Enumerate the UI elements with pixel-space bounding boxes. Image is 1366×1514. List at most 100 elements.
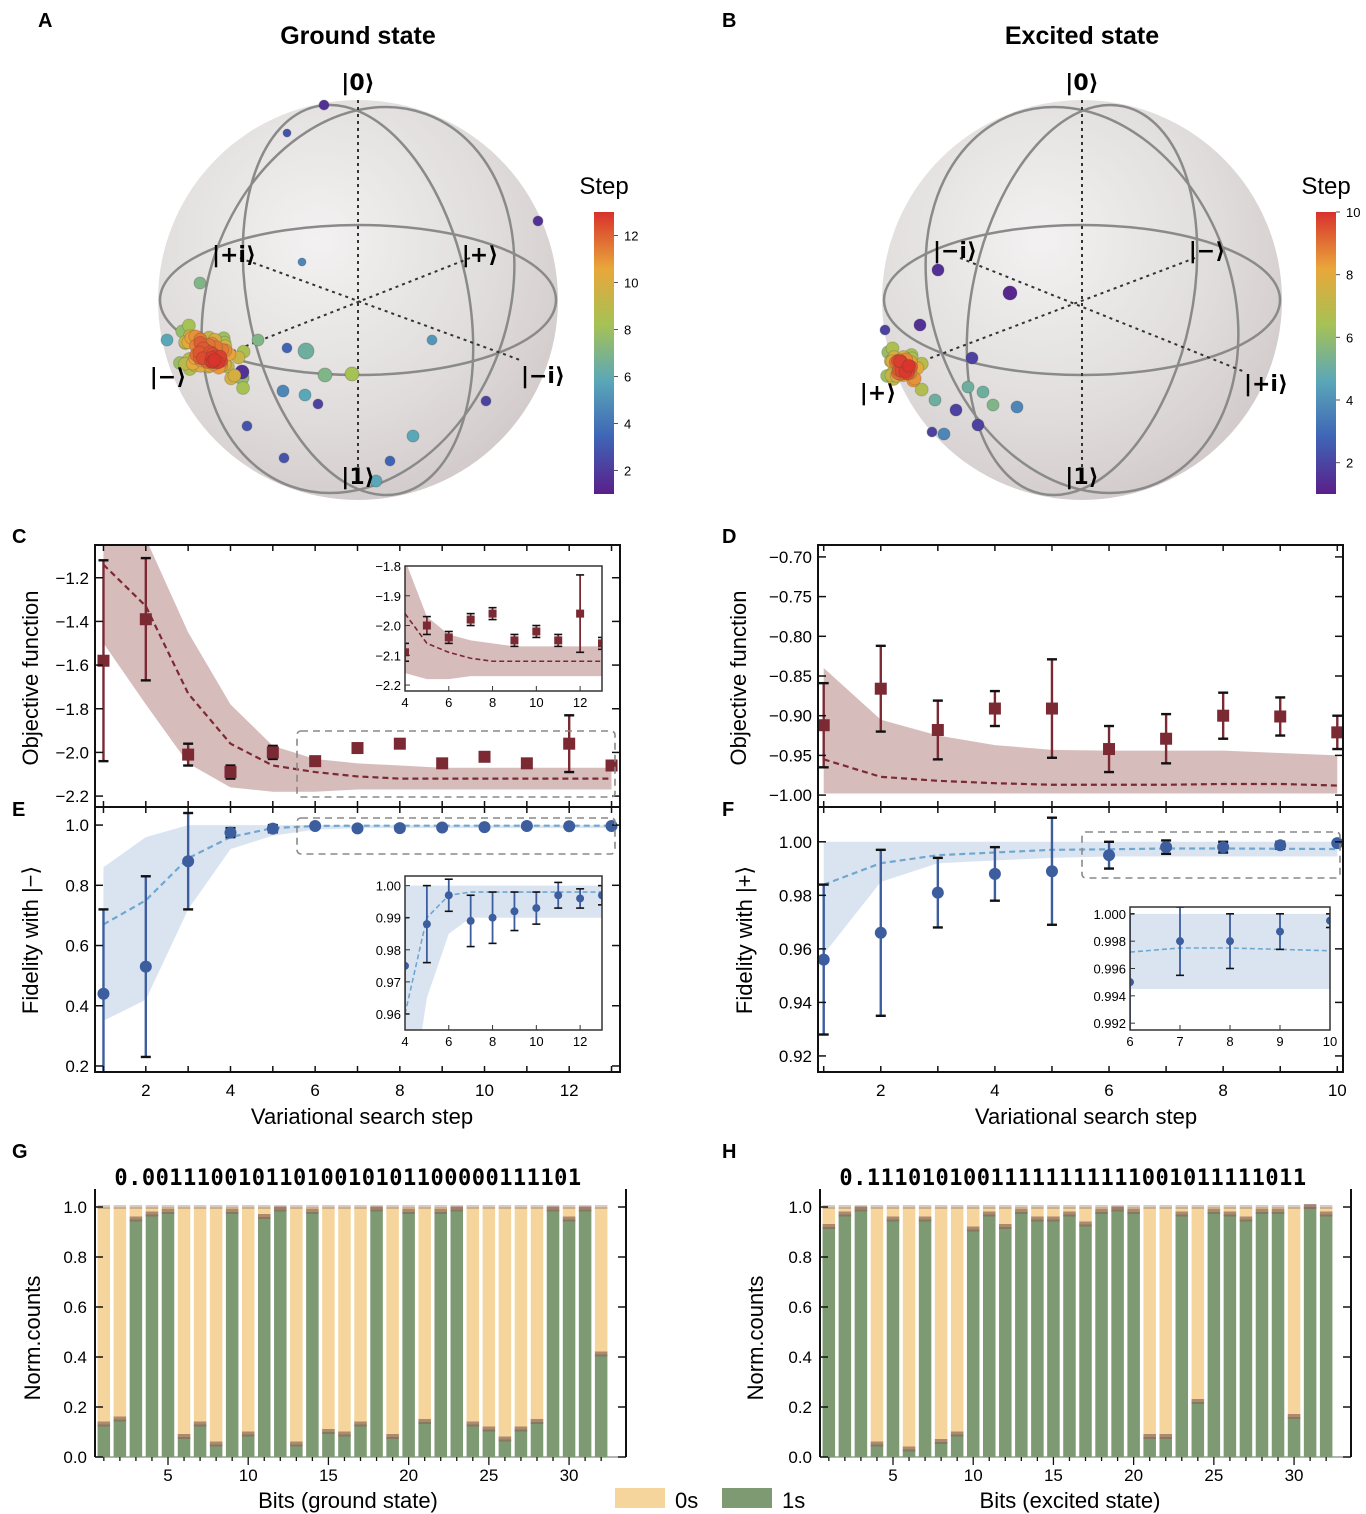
x-tick-label: 25 — [1204, 1466, 1223, 1485]
bar-top-band — [838, 1205, 852, 1209]
bar-ones — [482, 1429, 496, 1457]
trajectory-point — [1010, 400, 1024, 414]
bar-error-band — [370, 1206, 383, 1212]
bar-zeros — [999, 1207, 1012, 1227]
bar-error-band — [306, 1209, 319, 1214]
bar-zeros — [129, 1207, 143, 1220]
inset-point — [1130, 978, 1134, 987]
bar-ones — [322, 1432, 335, 1457]
bar-error-band — [1175, 1211, 1189, 1217]
data-point — [1160, 732, 1173, 745]
bar-ones — [145, 1214, 159, 1457]
bar-top-band — [934, 1205, 948, 1209]
bar-zeros — [209, 1207, 223, 1445]
bar-top-band — [1127, 1205, 1140, 1209]
inset-point — [510, 907, 519, 916]
bar-top-band — [1047, 1205, 1060, 1209]
inset-point — [576, 609, 585, 618]
trajectory-point — [282, 128, 292, 138]
bar-zeros — [1191, 1207, 1205, 1402]
bar-ones — [886, 1219, 900, 1457]
trajectory-point — [532, 215, 544, 227]
inset-x-tick-label: 6 — [445, 1034, 452, 1049]
bar-ones — [902, 1449, 916, 1457]
bar-error-band — [514, 1426, 528, 1432]
y-tick-label: 0.4 — [788, 1348, 812, 1367]
bar-ones — [418, 1422, 431, 1457]
bar-top-band — [145, 1205, 159, 1209]
bar-error-band — [546, 1206, 560, 1212]
panel-label-g: G — [12, 1141, 28, 1163]
colorbar-tick-label: 12 — [624, 229, 638, 244]
ket-b-minus-i: |−i⟩ — [933, 239, 977, 264]
trajectory-point — [193, 276, 207, 290]
bar-error-band — [1127, 1209, 1140, 1214]
trajectory-point — [369, 474, 383, 488]
bar-top-band — [177, 1205, 191, 1209]
bar-top-band — [97, 1205, 111, 1209]
bar-error-band — [578, 1206, 592, 1212]
data-point — [139, 960, 152, 973]
ket-b-minus: |−⟩ — [1189, 239, 1226, 264]
x-tick-label: 5 — [888, 1466, 897, 1485]
inset-y-tick-label: 0.994 — [1093, 989, 1126, 1004]
inset-point — [532, 904, 541, 913]
trajectory-point — [937, 427, 951, 441]
bar-error-band — [290, 1441, 303, 1447]
bar-zeros — [386, 1207, 399, 1437]
colorbar-b-ticks: 2 4 6 8 10 — [1336, 205, 1360, 471]
bar-error-band — [1191, 1399, 1205, 1404]
x-tick-label: 25 — [479, 1466, 498, 1485]
bar-zeros — [177, 1207, 191, 1437]
bar-zeros — [886, 1207, 900, 1220]
trajectory-point — [1002, 285, 1018, 301]
plot-area — [97, 545, 618, 792]
ket-a-minus: |−⟩ — [150, 365, 187, 390]
bar-ones — [982, 1214, 996, 1457]
inset-x-tick-label: 4 — [401, 695, 408, 710]
bar-ones — [370, 1209, 383, 1457]
bar-zeros — [918, 1207, 932, 1220]
bar-top-band — [999, 1205, 1012, 1209]
bar-zeros — [530, 1207, 544, 1422]
trajectory-point — [278, 452, 290, 464]
ylabel-h: Norm.counts — [743, 1276, 768, 1401]
y-tick-label: −1.2 — [55, 569, 89, 588]
sphere-a-points — [160, 99, 544, 488]
bar-ones — [1303, 1207, 1317, 1457]
objective-plot-excited: −1.00 −0.95 −0.90 −0.85 −0.80 −0.75 −0.70 — [769, 544, 1344, 808]
bar-top-band — [982, 1205, 996, 1209]
x-tick-label: 6 — [1104, 1081, 1113, 1100]
y-tick-label: 1.0 — [788, 1198, 812, 1217]
bar-error-band — [1223, 1211, 1237, 1217]
bar-ones — [966, 1229, 980, 1457]
y-tick-label: −1.8 — [55, 700, 89, 719]
bar-error-band — [97, 1421, 111, 1427]
data-point — [1331, 837, 1343, 850]
inset-point — [1176, 937, 1184, 946]
bar-top-band — [966, 1205, 980, 1209]
bar-top-band — [370, 1205, 383, 1209]
data-point — [224, 766, 237, 779]
bar-zeros — [338, 1207, 351, 1435]
sphere-b-points — [879, 263, 1024, 441]
data-point — [520, 819, 533, 832]
bar-error-band — [1031, 1216, 1044, 1222]
bar-zeros — [1031, 1207, 1044, 1220]
bar-ones — [1271, 1212, 1285, 1457]
inset-point — [422, 920, 431, 929]
inset-x-tick-label: 8 — [489, 695, 496, 710]
inset-point — [405, 961, 409, 970]
bar-top-band — [1191, 1205, 1205, 1209]
data-point — [393, 737, 406, 750]
y-tick-label: 0.94 — [779, 993, 812, 1012]
inset-point — [488, 609, 497, 618]
confidence-band — [823, 668, 1338, 794]
x-tick-label: 20 — [399, 1466, 418, 1485]
x-tick-label: 30 — [560, 1466, 579, 1485]
bar-ones — [450, 1209, 464, 1457]
inset-point — [444, 633, 453, 642]
trajectory-point — [298, 388, 312, 402]
sphere-a-body — [158, 100, 558, 500]
data-point — [818, 719, 830, 732]
